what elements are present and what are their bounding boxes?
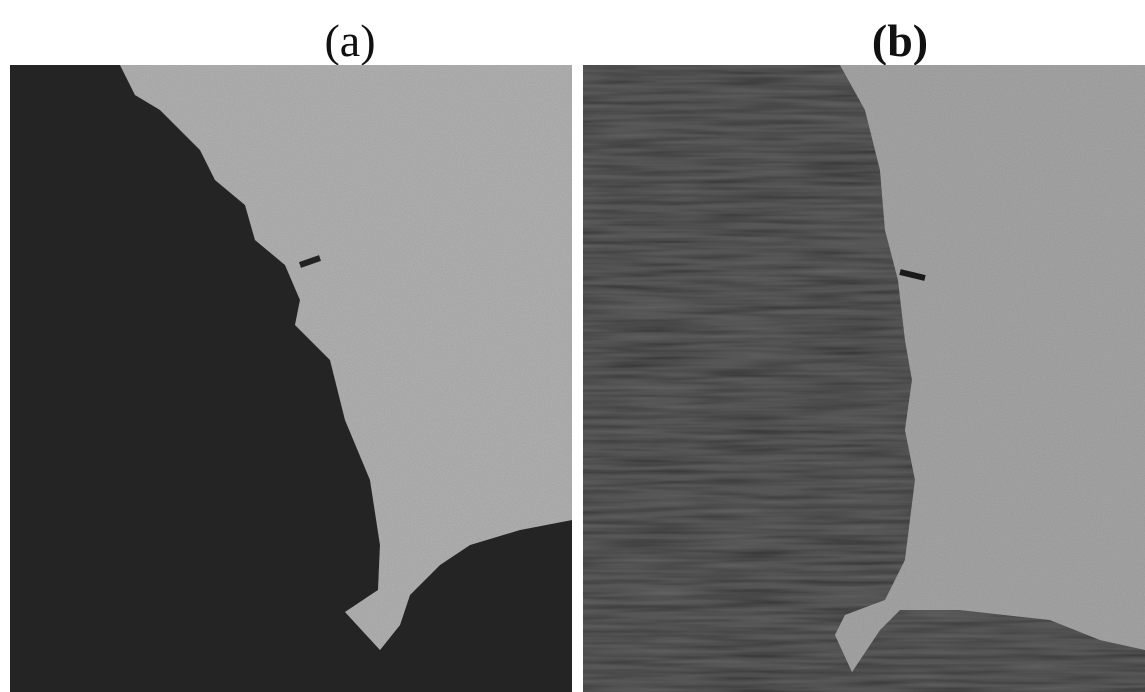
harbor (299, 255, 321, 268)
harbor (899, 269, 926, 281)
sar-image-b (583, 65, 1145, 692)
panel-label: (a) (324, 15, 375, 66)
panel-label: (b) (872, 15, 928, 66)
sar-image-a (10, 65, 572, 692)
land (835, 65, 1145, 672)
land (120, 65, 572, 650)
